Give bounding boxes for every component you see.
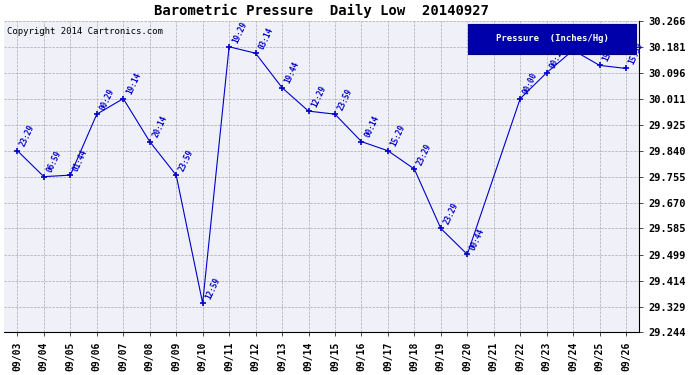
Text: 15:29: 15:29 [389,123,407,148]
Text: 23:29: 23:29 [415,142,433,166]
Text: 19:29: 19:29 [230,20,248,44]
Text: Pressure  (Inches/Hg): Pressure (Inches/Hg) [495,34,609,43]
Text: 19:44: 19:44 [284,60,302,85]
Text: 00:29: 00:29 [98,87,116,112]
Text: 00:14: 00:14 [548,45,566,70]
Text: 16:29: 16:29 [575,23,593,48]
Text: 15:59: 15:59 [627,41,645,66]
Title: Barometric Pressure  Daily Low  20140927: Barometric Pressure Daily Low 20140927 [155,4,489,18]
Text: 03:14: 03:14 [257,26,275,51]
Text: 23:29: 23:29 [442,201,460,226]
Text: 23:29: 23:29 [19,123,37,148]
Text: 15:44: 15:44 [601,38,619,63]
Text: 06:59: 06:59 [45,150,63,174]
Text: Copyright 2014 Cartronics.com: Copyright 2014 Cartronics.com [8,27,164,36]
Text: 19:14: 19:14 [125,71,143,96]
Text: 20:14: 20:14 [151,114,169,139]
Text: 00:44: 00:44 [469,227,486,252]
Text: 00:14: 00:14 [363,114,381,139]
Text: 01:44: 01:44 [72,148,90,173]
Text: 23:59: 23:59 [336,87,354,112]
Bar [468,24,636,54]
Text: 00:00: 00:00 [522,71,540,96]
Text: 12:29: 12:29 [310,84,328,109]
Text: 23:59: 23:59 [177,148,195,173]
Text: 12:59: 12:59 [204,276,222,301]
